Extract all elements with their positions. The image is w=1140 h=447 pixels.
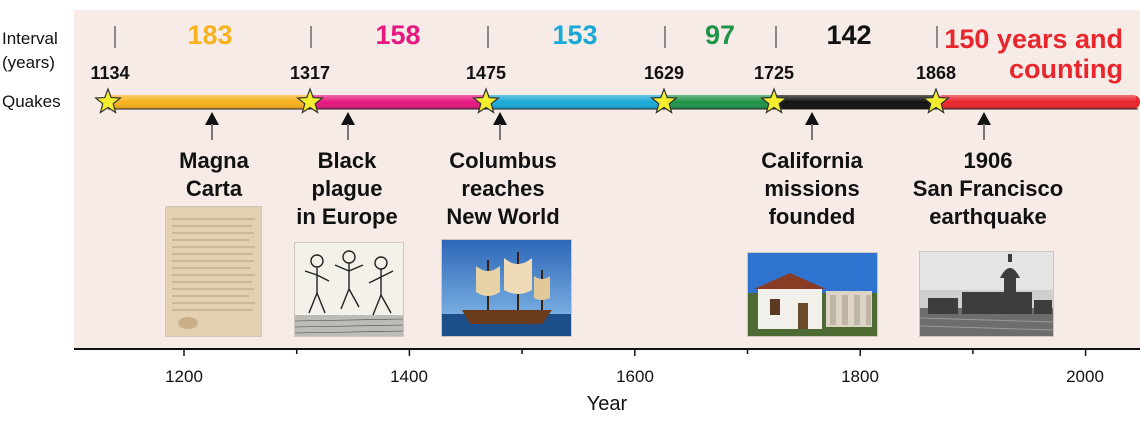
black-plague-image — [294, 242, 404, 337]
quake-year-5: 1725 — [753, 63, 795, 83]
quake-year-3: 1475 — [465, 63, 507, 83]
x-axis-title: Year — [586, 393, 628, 415]
timeline-graphics — [93, 87, 1140, 140]
quake-star-icon — [295, 87, 325, 114]
timeline-segment-shading — [936, 95, 1136, 109]
interval-value-3: 153 — [552, 20, 598, 50]
timeline-segment-shading — [664, 95, 774, 109]
event-label-sf-earthquake: 1906 San Francisco earthquake — [912, 148, 1064, 229]
event-pointers — [205, 112, 991, 140]
timeline-segment-shading — [310, 95, 486, 109]
interval-row-label: Interval — [2, 29, 58, 48]
quake-markers — [93, 87, 951, 114]
event-arrow-icon — [977, 112, 991, 125]
quake-star-icon — [471, 87, 501, 114]
interval-separator — [310, 26, 312, 48]
quakes-row-label: Quakes — [2, 92, 61, 111]
timeline-segment-shading — [108, 95, 310, 109]
quake-star-icon — [649, 87, 679, 114]
magna-carta-image — [165, 206, 262, 337]
interval-separator — [936, 26, 938, 48]
interval-separator — [775, 26, 777, 48]
interval-value-2: 158 — [375, 20, 421, 50]
event-label-california-missions: California missions founded — [761, 148, 863, 229]
sf-earthquake-image — [919, 251, 1054, 337]
x-tick-label-1400: 1400 — [390, 367, 428, 386]
event-label-columbus: Columbus reaches New World — [446, 148, 560, 229]
x-axis-ticks — [183, 349, 1087, 356]
interval-row-unit-label: (years) — [2, 53, 55, 72]
mission-building-image — [747, 252, 878, 337]
x-tick-label-1800: 1800 — [841, 367, 879, 386]
timeline-segment-shading — [486, 95, 664, 109]
x-tick-label-1600: 1600 — [616, 367, 654, 386]
event-arrow-icon — [493, 112, 507, 125]
quake-star-icon — [93, 87, 123, 114]
interval-separator — [487, 26, 489, 48]
quake-star-icon — [759, 87, 789, 114]
quake-year-4: 1629 — [643, 63, 685, 83]
interval-value-6: 150 years and counting — [944, 24, 1123, 84]
interval-value-1: 183 — [187, 20, 233, 50]
interval-value-5: 142 — [826, 20, 872, 50]
event-label-black-plague: Black plague in Europe — [296, 148, 398, 229]
quake-year-1: 1134 — [90, 63, 130, 83]
x-tick-label-1200: 1200 — [165, 367, 203, 386]
event-arrow-icon — [341, 112, 355, 125]
quake-star-icon — [921, 87, 951, 114]
columbus-ship-image — [441, 239, 572, 337]
timeline-bar — [108, 95, 1140, 110]
quake-year-6: 1868 — [915, 63, 957, 83]
interval-value-4: 97 — [704, 20, 736, 50]
event-arrow-icon — [805, 112, 819, 125]
interval-separator — [114, 26, 116, 48]
timeline-segment-shading — [774, 95, 936, 109]
event-label-magna-carta: Magna Carta — [179, 148, 249, 201]
x-tick-label-2000: 2000 — [1066, 367, 1104, 386]
quake-year-2: 1317 — [289, 63, 331, 83]
event-arrow-icon — [205, 112, 219, 125]
x-axis — [74, 348, 1140, 356]
interval-separator — [664, 26, 666, 48]
